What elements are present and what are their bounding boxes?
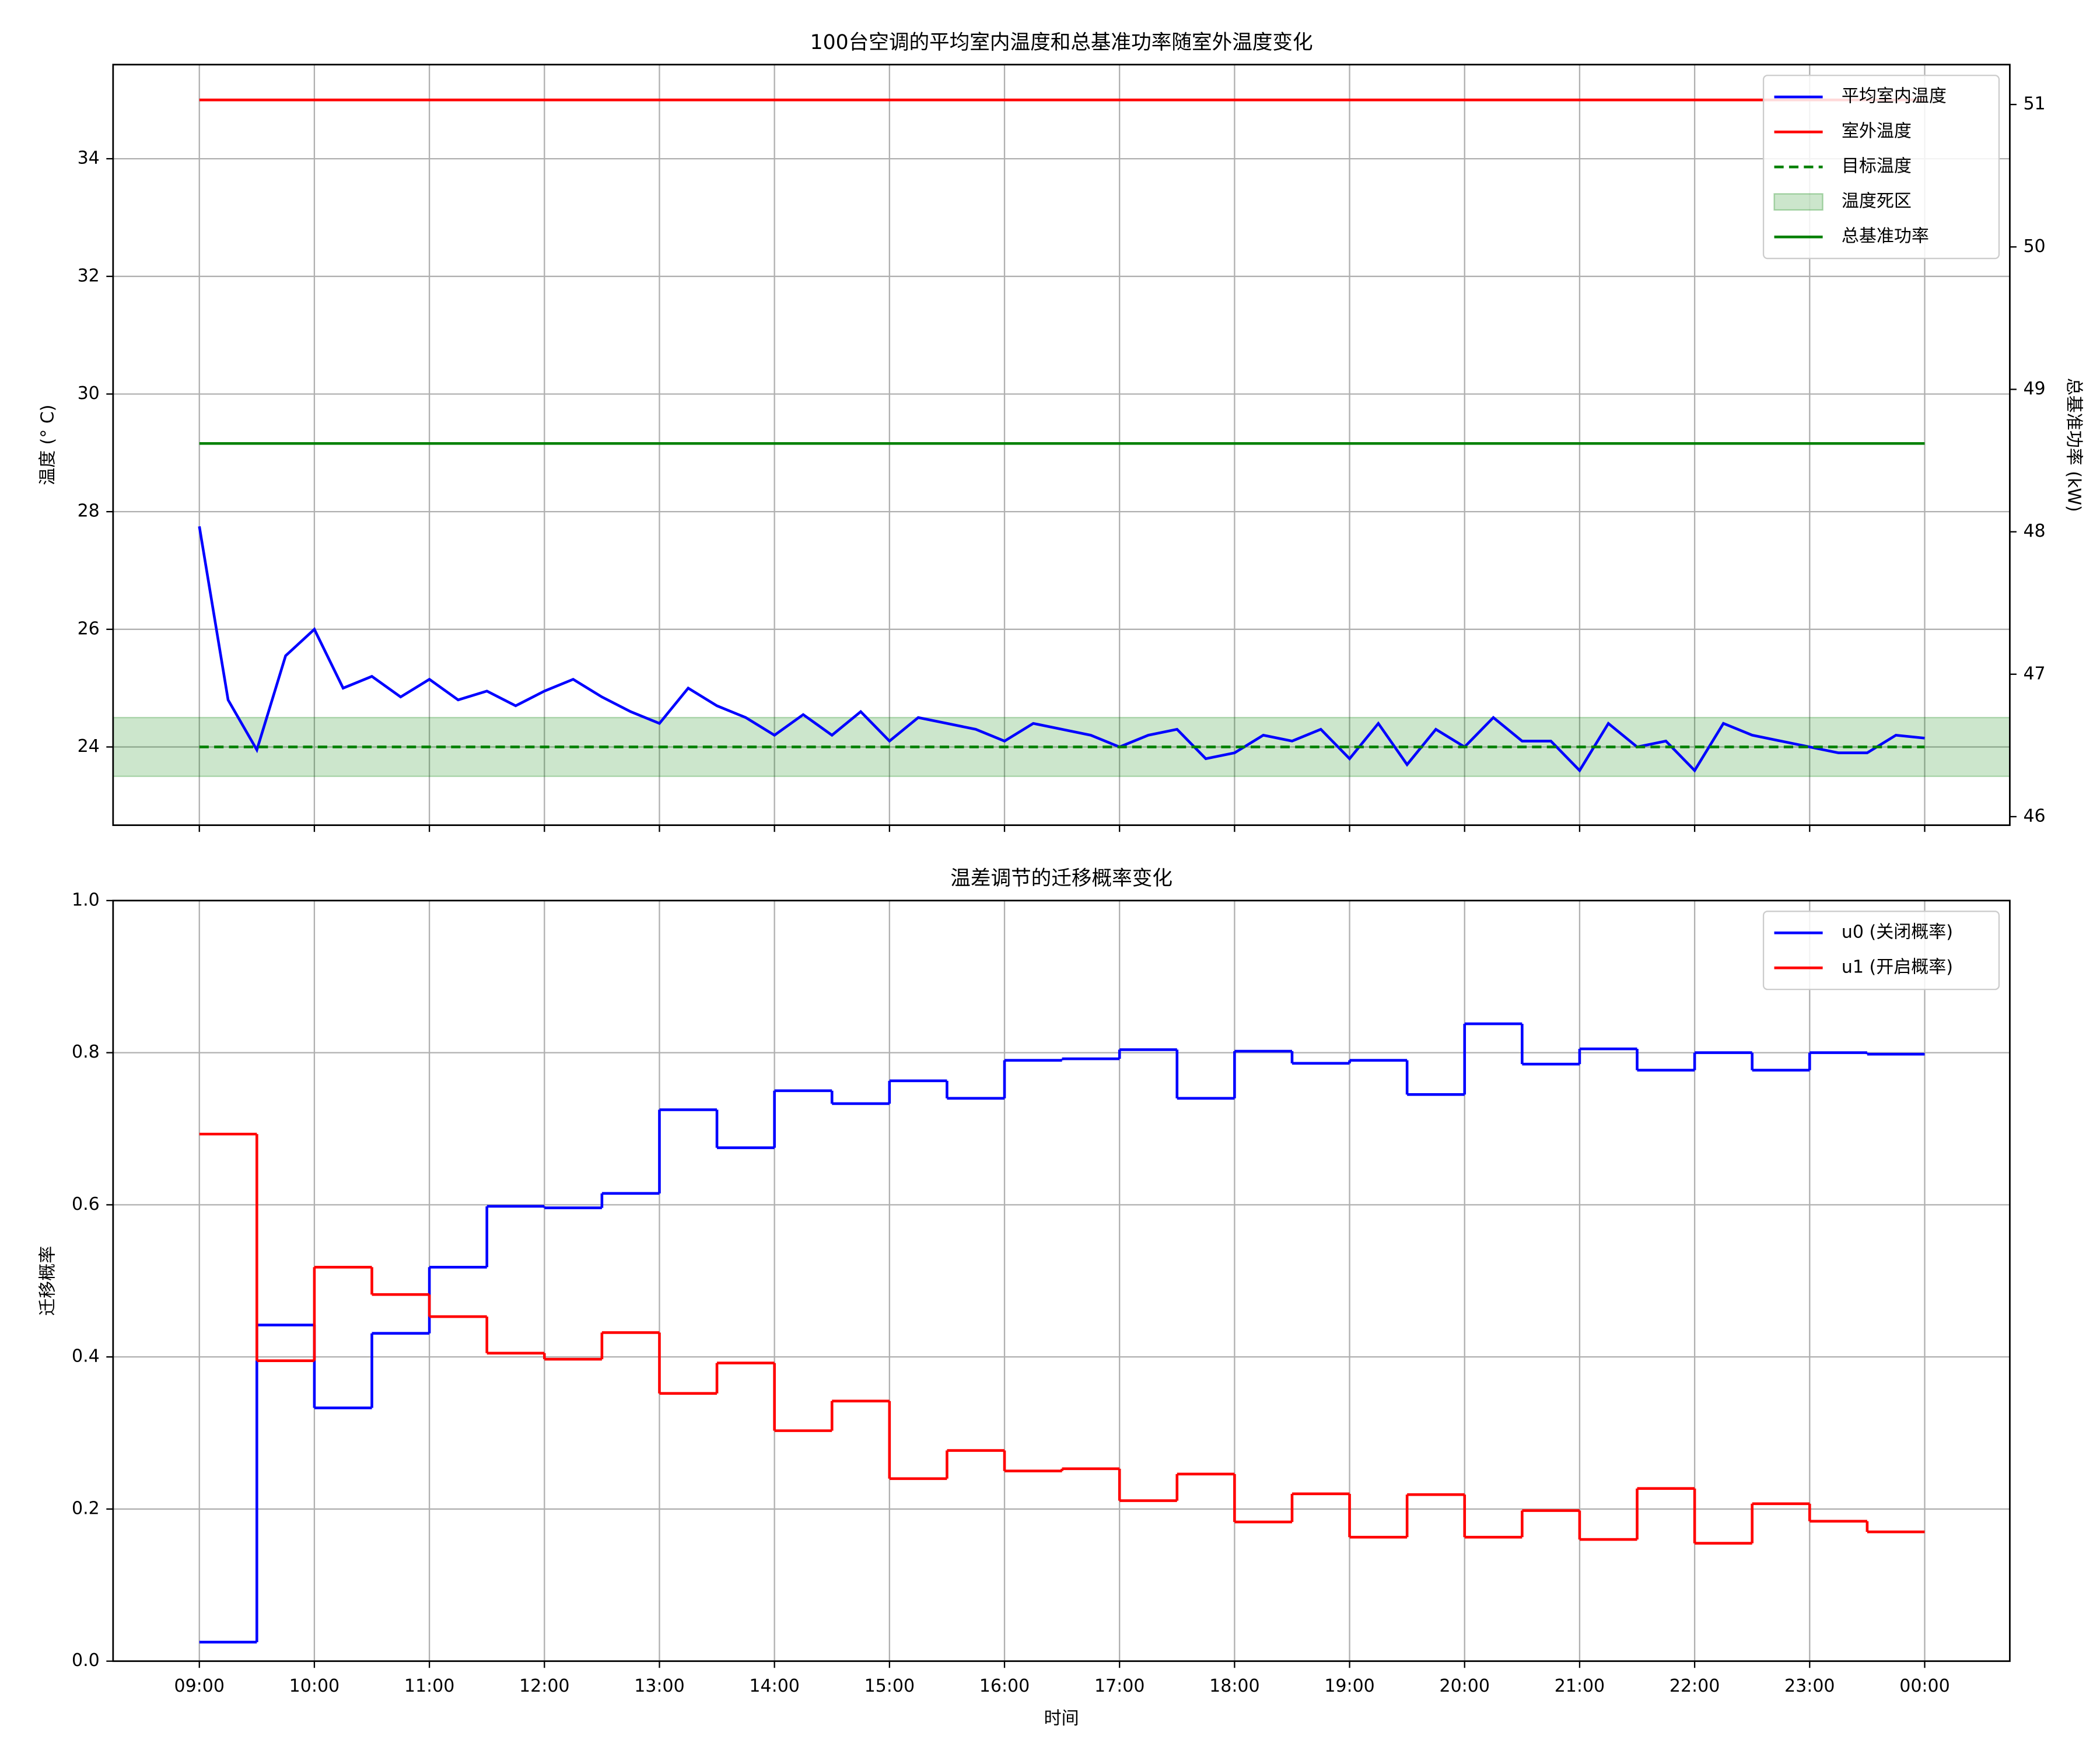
legend-label: u1 (开启概率) (1842, 957, 1953, 978)
y2-tick-label: 47 (2023, 663, 2045, 684)
chart-title: 100台空调的平均室内温度和总基准功率随室外温度变化 (810, 31, 1313, 54)
x-tick-label: 19:00 (1324, 1676, 1374, 1696)
legend-label: 温度死区 (1842, 191, 1912, 212)
x-tick-label: 23:00 (1784, 1676, 1835, 1696)
legend: u0 (关闭概率) u1 (开启概率) (1762, 911, 2000, 991)
x-tick-label: 15:00 (864, 1676, 915, 1696)
y2-tick-label: 46 (2023, 806, 2045, 826)
y-tick-label: 24 (78, 736, 100, 757)
legend-box (1762, 75, 2000, 260)
y-tick-label: 34 (78, 148, 100, 169)
legend-label: u0 (关闭概率) (1842, 922, 1953, 943)
y2-axis-label: 总基准功率 (kW) (2063, 378, 2084, 512)
x-tick-label: 21:00 (1555, 1676, 1605, 1696)
chart-title: 温差调节的迁移概率变化 (950, 867, 1172, 890)
y-tick-label: 0.6 (72, 1194, 100, 1214)
y-tick-label: 0.2 (72, 1498, 100, 1518)
legend-swatch (1773, 193, 1824, 211)
x-tick-label: 17:00 (1094, 1676, 1144, 1696)
x-tick-label: 13:00 (634, 1676, 684, 1696)
x-tick-label: 18:00 (1209, 1676, 1259, 1696)
x-tick-label: 00:00 (1899, 1676, 1950, 1696)
legend-label: 目标温度 (1842, 156, 1912, 177)
y-tick-label: 0.4 (72, 1346, 100, 1367)
legend-label: 总基准功率 (1842, 226, 1929, 247)
y2-tick-label: 51 (2023, 94, 2045, 114)
y2-tick-label: 48 (2023, 521, 2045, 541)
x-tick-label: 16:00 (979, 1676, 1030, 1696)
plot-frame (112, 64, 2011, 826)
x-tick-label: 12:00 (519, 1676, 569, 1696)
y-tick-label: 32 (78, 265, 100, 286)
y-tick-label: 26 (78, 618, 100, 639)
x-tick-label: 10:00 (289, 1676, 340, 1696)
y-tick-label: 0.8 (72, 1042, 100, 1062)
y-axis-label: 迁移概率 (38, 1246, 58, 1316)
x-tick-label: 11:00 (404, 1676, 454, 1696)
x-tick-label: 22:00 (1670, 1676, 1720, 1696)
y-tick-label: 28 (78, 501, 100, 522)
y-tick-label: 0.0 (72, 1650, 100, 1671)
plot-frame (112, 900, 2011, 1662)
y-tick-label: 30 (78, 383, 100, 404)
legend-box (1762, 911, 2000, 991)
x-axis-label: 时间 (1044, 1708, 1079, 1728)
legend-label: 平均室内温度 (1842, 86, 1947, 107)
y2-tick-label: 49 (2023, 379, 2045, 399)
legend-label: 室外温度 (1842, 121, 1912, 142)
x-tick-label: 14:00 (749, 1676, 799, 1696)
y-axis-label: 温度 (° C) (38, 404, 58, 485)
y-tick-label: 1.0 (72, 890, 100, 910)
x-tick-label: 09:00 (174, 1676, 224, 1696)
y2-tick-label: 50 (2023, 236, 2045, 257)
x-tick-label: 20:00 (1440, 1676, 1490, 1696)
